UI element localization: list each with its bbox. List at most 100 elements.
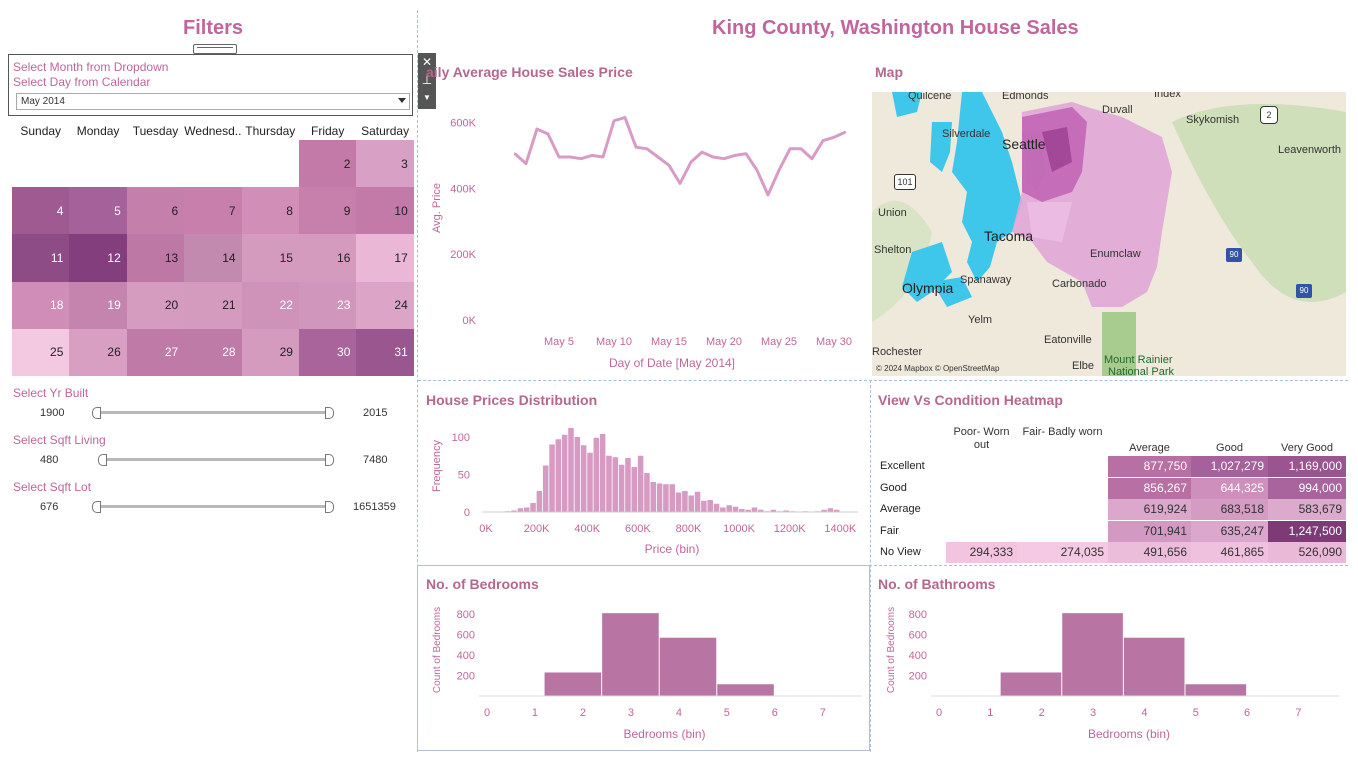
chevron-down-icon[interactable] <box>398 98 406 103</box>
slider-max-handle[interactable] <box>325 407 334 419</box>
slider-track[interactable] <box>98 454 334 466</box>
day-of-week-3: Wednesd.. <box>184 124 242 138</box>
slider-max-handle[interactable] <box>325 501 334 513</box>
map-place-label: Eatonville <box>1044 334 1092 346</box>
heatmap-cell[interactable]: 644,325 <box>1191 477 1268 499</box>
calendar-day-cell[interactable]: 4 <box>12 187 70 235</box>
calendar-day-number: 4 <box>56 203 64 218</box>
calendar-day-cell[interactable]: 10 <box>356 187 414 235</box>
heatmap-cell[interactable]: 274,035 <box>1017 542 1108 563</box>
calendar-day-cell[interactable]: 30 <box>299 328 357 376</box>
route-90-shield: 90 <box>1226 248 1242 262</box>
calendar-day-cell[interactable]: 24 <box>356 281 414 329</box>
price-point <box>546 132 550 136</box>
slider-track[interactable] <box>92 407 334 419</box>
histogram-bar <box>713 503 720 512</box>
heatmap-cell[interactable]: 619,924 <box>1108 499 1191 520</box>
calendar-day-cell[interactable]: 25 <box>12 328 70 376</box>
calendar-day-cell[interactable]: 23 <box>299 281 357 329</box>
close-icon[interactable]: ✕ <box>421 55 433 69</box>
histogram-bar <box>599 434 606 512</box>
slider-min-handle[interactable] <box>92 407 101 419</box>
drag-handle[interactable] <box>193 44 237 54</box>
map-place-label: Olympia <box>902 280 954 296</box>
heatmap-cell[interactable]: 877,750 <box>1108 456 1191 477</box>
calendar-day-number: 11 <box>50 250 64 265</box>
y-tick-label: 400 <box>457 650 475 662</box>
pin-icon[interactable]: ⊥ <box>421 73 433 87</box>
line-chart: 0K 200K 400K 600K May 5 May 10 May 15 May 20 May… <box>431 116 852 370</box>
heatmap-cell[interactable]: 635,247 <box>1191 520 1268 542</box>
map-view[interactable]: Quilcene Edmonds Index Duvall Silverdale Skyk… <box>872 92 1346 376</box>
heatmap-cell[interactable]: 491,656 <box>1108 542 1191 563</box>
histogram-bar <box>650 482 657 512</box>
calendar-day-cell[interactable]: 15 <box>241 234 299 282</box>
heatmap-cell[interactable]: 701,941 <box>1108 520 1191 542</box>
histogram-bar <box>701 500 707 512</box>
filters-title: Filters <box>183 17 244 39</box>
heatmap-cell[interactable]: 583,679 <box>1268 499 1346 520</box>
x-tick-label: 1400K <box>824 523 856 535</box>
calendar-day-cell[interactable]: 20 <box>126 281 185 329</box>
y-tick-label: 800 <box>457 609 475 621</box>
calendar-day-cell[interactable]: 29 <box>241 328 299 376</box>
heatmap-column-header: Good <box>1216 442 1243 454</box>
heatmap-cell[interactable]: 856,267 <box>1108 477 1191 499</box>
price-point <box>557 155 561 159</box>
calendar-day-cell[interactable]: 19 <box>69 281 127 329</box>
calendar-day-cell[interactable]: 16 <box>299 234 357 282</box>
histogram-bar <box>682 491 688 512</box>
heatmap-cell[interactable]: 1,247,500 <box>1268 520 1346 542</box>
day-of-week-1: Monday <box>76 124 120 138</box>
filter-toolbar: ✕ ⊥ ▼ <box>418 53 436 109</box>
calendar-day-number: 20 <box>164 298 179 313</box>
calendar-day-cell[interactable]: 6 <box>126 187 185 235</box>
heatmap-cell[interactable]: 461,865 <box>1191 542 1268 563</box>
calendar-day-number: 22 <box>279 298 293 313</box>
map-place-label: Quilcene <box>908 92 952 102</box>
calendar-day-cell[interactable]: 14 <box>184 234 242 282</box>
calendar-day-cell[interactable]: 3 <box>356 140 414 188</box>
calendar-header: Sunday Monday Tuesday Wednesd.. Thursday Frid… <box>12 124 414 140</box>
heatmap-cell[interactable]: 526,090 <box>1268 542 1346 563</box>
map-title: Map <box>875 64 903 80</box>
map-place-label: National Park <box>1108 366 1175 376</box>
map-canvas <box>872 92 1346 376</box>
calendar-day-cell[interactable]: 27 <box>126 328 185 376</box>
calendar-day-cell[interactable]: 5 <box>69 187 127 235</box>
slider-min-handle[interactable] <box>98 454 107 466</box>
price-point <box>799 147 803 150</box>
slider-max-handle[interactable] <box>325 454 334 466</box>
x-tick-label: 1200K <box>774 523 806 535</box>
x-tick-label: 0 <box>484 707 490 719</box>
heatmap-cell[interactable]: 294,333 <box>946 542 1017 563</box>
calendar-day-cell[interactable]: 31 <box>356 328 414 376</box>
heatmap-cell[interactable]: 994,000 <box>1268 477 1346 499</box>
day-of-week-4: Thursday <box>245 124 296 138</box>
calendar-day-cell[interactable]: 17 <box>356 234 414 282</box>
price-point <box>755 169 759 172</box>
heatmap-cell[interactable]: 1,027,279 <box>1191 456 1268 477</box>
calendar-day-cell[interactable]: 21 <box>184 281 242 329</box>
calendar-day-cell[interactable]: 12 <box>69 234 127 282</box>
calendar-day-cell[interactable]: 9 <box>299 187 357 235</box>
calendar-day-cell[interactable]: 8 <box>241 187 299 235</box>
calendar-day-cell[interactable]: 22 <box>241 281 299 329</box>
map-place-label: Enumclaw <box>1090 248 1141 260</box>
slider-track[interactable] <box>92 501 334 513</box>
calendar-day-cell[interactable]: 26 <box>69 328 127 376</box>
price-point <box>766 193 770 197</box>
calendar-day-cell[interactable]: 18 <box>12 281 70 329</box>
calendar-day-cell[interactable]: 11 <box>12 234 70 282</box>
heatmap-cell[interactable]: 683,518 <box>1191 499 1268 520</box>
more-options-icon[interactable]: ▼ <box>423 93 431 102</box>
month-dropdown[interactable]: May 2014 <box>16 93 410 110</box>
calendar-day-cell[interactable]: 7 <box>184 187 242 235</box>
divider <box>418 380 1348 381</box>
heatmap-cell[interactable]: 1,169,000 <box>1268 456 1346 477</box>
slider-min-handle[interactable] <box>92 501 101 513</box>
y-tick-label: 800 <box>909 609 927 621</box>
calendar-day-cell[interactable]: 2 <box>299 140 357 188</box>
calendar-day-cell[interactable]: 13 <box>126 234 185 282</box>
calendar-day-cell[interactable]: 28 <box>184 328 242 376</box>
